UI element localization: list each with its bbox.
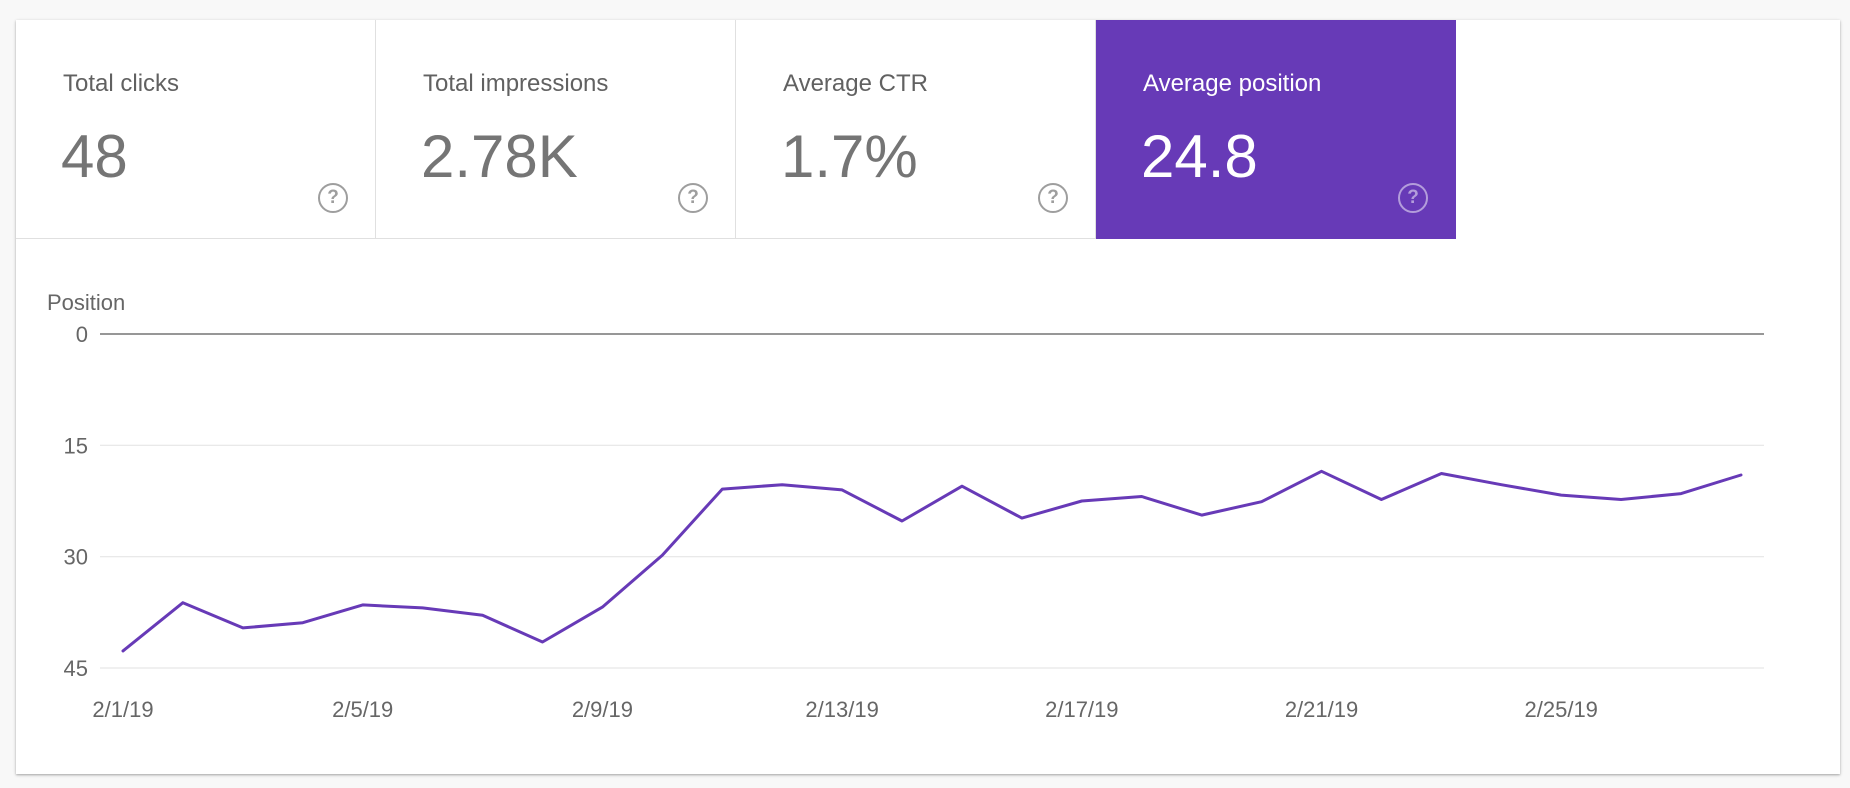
x-tick-label: 2/13/19 — [805, 697, 878, 722]
series-group — [121, 469, 1743, 653]
metric-label: Total clicks — [63, 70, 180, 97]
metric-average-ctr[interactable]: Average CTR 1.7% ? — [736, 20, 1096, 239]
y-tick-label: 0 — [76, 322, 88, 347]
metric-total-impressions[interactable]: Total impressions 2.78K ? — [376, 20, 736, 239]
series-line-position — [121, 469, 1743, 653]
metric-value: 1.7% — [781, 123, 918, 190]
x-tick-label: 2/9/19 — [572, 697, 633, 722]
metric-value: 48 — [61, 123, 128, 190]
y-axis-ticks: 0 15 30 45 — [64, 322, 88, 681]
metric-total-clicks[interactable]: Total clicks 48 ? — [16, 20, 376, 239]
metric-label: Average position — [1143, 70, 1322, 97]
metric-label: Average CTR — [783, 70, 928, 97]
metric-label: Total impressions — [423, 70, 609, 97]
y-tick-label: 15 — [64, 433, 88, 458]
gridlines — [100, 333, 1764, 669]
help-icon[interactable]: ? — [678, 183, 708, 213]
y-axis-label: Position — [47, 290, 125, 315]
metric-tabs: Total clicks 48 ? Total impressions 2.78… — [16, 20, 1456, 239]
help-icon[interactable]: ? — [318, 183, 348, 213]
x-axis-ticks: 2/1/19 2/5/19 2/9/19 2/13/19 2/17/19 2/21/19 2… — [92, 697, 1598, 722]
help-icon[interactable]: ? — [1038, 183, 1068, 213]
x-tick-label: 2/1/19 — [92, 697, 153, 722]
x-tick-label: 2/25/19 — [1525, 697, 1598, 722]
position-line-chart: Position 0 15 30 45 2/1/19 2/5/19 2/9/19 2/13/… — [47, 290, 1764, 722]
metric-value: 24.8 — [1141, 123, 1258, 190]
y-tick-label: 45 — [64, 656, 88, 681]
metric-average-position[interactable]: Average position 24.8 ? — [1096, 20, 1456, 239]
x-tick-label: 2/5/19 — [332, 697, 393, 722]
x-tick-label: 2/17/19 — [1045, 697, 1118, 722]
x-tick-label: 2/21/19 — [1285, 697, 1358, 722]
metric-value: 2.78K — [421, 123, 578, 190]
help-icon[interactable]: ? — [1398, 183, 1428, 213]
performance-card: Total clicks 48 ? Total impressions 2.78… — [16, 20, 1840, 774]
y-tick-label: 30 — [64, 545, 88, 570]
